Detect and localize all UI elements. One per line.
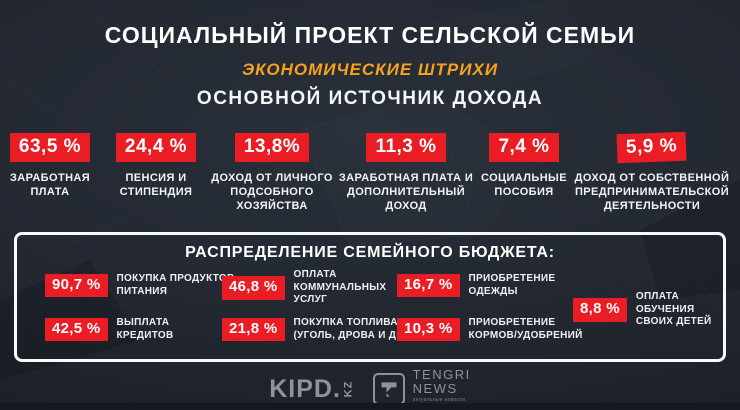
kipd-logo-text: KIPD. [269, 374, 341, 403]
income-source-label: ЗАРАБОТНАЯ ПЛАТА [9, 171, 91, 199]
budget-item: 8,8 % ОПЛАТА ОБУЧЕНИЯ СВОИХ ДЕТЕЙ [573, 291, 716, 329]
income-source-label: ДОХОД ОТ ЛИЧНОГО ПОДСОБНОГО ХОЗЯЙСТВА [211, 171, 333, 213]
percent-badge: 63,5 % [9, 133, 91, 162]
income-source-item: 63,5 % ЗАРАБОТНАЯ ПЛАТА [4, 133, 96, 199]
income-sources-row: 63,5 % ЗАРАБОТНАЯ ПЛАТА 24,4 % ПЕНСИЯ И … [0, 131, 740, 228]
budget-item: 46,8 % ОПЛАТА КОММУНАЛЬНЫХ УСЛУГ [222, 269, 394, 307]
budget-title: РАСПРЕДЕЛЕНИЕ СЕМЕЙНОГО БЮДЖЕТА: [185, 244, 555, 261]
tengri-line2: NEWS [412, 380, 458, 396]
budget-item-label: ПОКУПКА ТОПЛИВА (УГОЛЬ, ДРОВА И ДР) [293, 317, 407, 341]
budget-item-label: ОПЛАТА КОММУНАЛЬНЫХ УСЛУГ [293, 269, 387, 305]
tengrinews-logo-icon [372, 373, 405, 406]
income-source-label: ПЕНСИЯ И СТИПЕНДИЯ [119, 171, 193, 199]
budget-item-label: ПОКУПКА ПРОДУКТОВ ПИТАНИЯ [116, 273, 235, 297]
percent-badge: 7,4 % [489, 133, 559, 162]
budget-item: 90,7 % ПОКУПКА ПРОДУКТОВ ПИТАНИЯ [45, 273, 237, 298]
income-source-item: 13,8% ДОХОД ОТ ЛИЧНОГО ПОДСОБНОГО ХОЗЯЙС… [200, 133, 344, 214]
budget-item-label: ОПЛАТА ОБУЧЕНИЯ СВОИХ ДЕТЕЙ [635, 291, 712, 327]
income-source-item: 24,4 % ПЕНСИЯ И СТИПЕНДИЯ [104, 133, 208, 199]
percent-badge: 42,5 % [45, 317, 108, 342]
percent-badge: 11,3 % [366, 133, 446, 162]
percent-badge: 13,8% [234, 133, 310, 162]
tengri-line1: TENGRI [412, 367, 471, 382]
budget-item-label: ПРИОБРЕТЕНИЕ ОДЕЖДЫ [468, 273, 556, 297]
income-source-label: ЗАРАБОТНАЯ ПЛАТА И ДОПОЛНИТЕЛЬНЫЙ ДОХОД [338, 171, 474, 213]
budget-item-label: ВЫПЛАТА КРЕДИТОВ [116, 317, 174, 341]
income-source-label: СОЦИАЛЬНЫЕ ПОСОБИЯ [481, 171, 567, 199]
percent-badge: 10,3 % [397, 317, 460, 342]
page-subtitle: ЭКОНОМИЧЕСКИЕ ШТРИХИ [241, 60, 499, 79]
percent-badge: 46,8 % [222, 276, 285, 300]
income-source-label: ДОХОД ОТ СОБСТВЕННОЙ ПРЕДПРИНИМАТЕЛЬСКОЙ… [574, 171, 730, 213]
percent-badge: 5,9 % [616, 131, 688, 164]
budget-item: 10,3 % ПРИОБРЕТЕНИЕ КОРМОВ/УДОБРЕНИЙ [397, 317, 584, 342]
income-source-item: 7,4 % СОЦИАЛЬНЫЕ ПОСОБИЯ [462, 133, 586, 199]
bottom-strip [0, 403, 740, 410]
budget-item: 16,7 % ПРИОБРЕТЕНИЕ ОДЕЖДЫ [397, 273, 569, 298]
budget-item: 21,8 % ПОКУПКА ТОПЛИВА (УГОЛЬ, ДРОВА И Д… [222, 317, 414, 342]
percent-badge: 21,8 % [222, 317, 285, 342]
tengri-tagline-line1: актуальные новости [412, 397, 466, 404]
budget-box: РАСПРЕДЕЛЕНИЕ СЕМЕЙНОГО БЮДЖЕТА: 90,7 % … [14, 232, 726, 362]
kipd-kz-suffix: KZ [342, 380, 355, 398]
percent-badge: 24,4 % [115, 133, 197, 162]
budget-item-label: ПРИОБРЕТЕНИЕ КОРМОВ/УДОБРЕНИЙ [468, 317, 583, 341]
income-source-item: 11,3 % ЗАРАБОТНАЯ ПЛАТА И ДОПОЛНИТЕЛЬНЫЙ… [332, 133, 480, 214]
income-section-title: ОСНОВНОЙ ИСТОЧНИК ДОХОДА [196, 88, 544, 109]
budget-item: 42,5 % ВЫПЛАТА КРЕДИТОВ [45, 317, 197, 342]
income-source-item: 5,9 % ДОХОД ОТ СОБСТВЕННОЙ ПРЕДПРИНИМАТЕ… [570, 131, 734, 214]
percent-badge: 90,7 % [45, 273, 108, 298]
page-title: СОЦИАЛЬНЫЙ ПРОЕКТ СЕЛЬСКОЙ СЕМЬИ [104, 22, 636, 48]
percent-badge: 8,8 % [573, 298, 627, 322]
kipd-logo: KIPD. KZ [269, 375, 356, 404]
percent-badge: 16,7 % [397, 273, 460, 298]
